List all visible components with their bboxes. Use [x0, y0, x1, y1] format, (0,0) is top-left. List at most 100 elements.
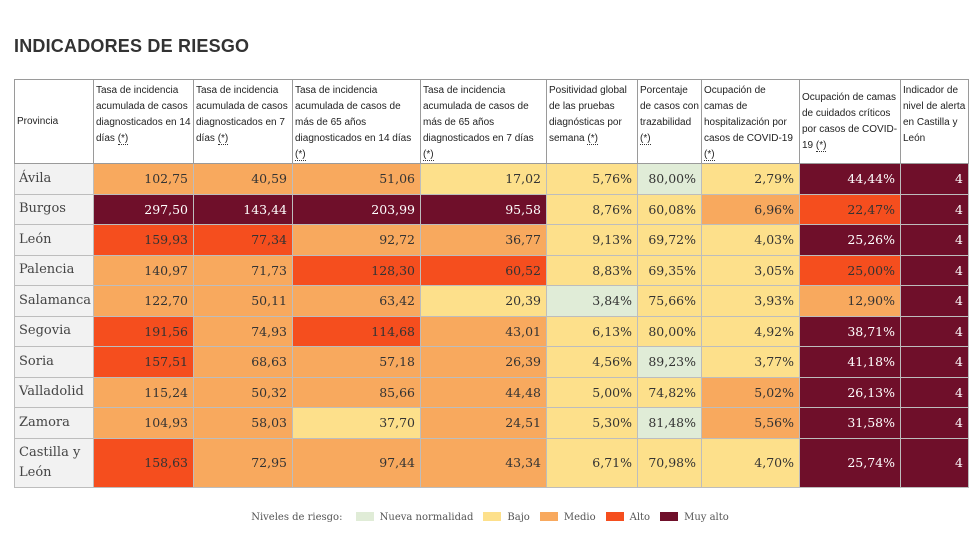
legend-label: Niveles de riesgo:	[251, 512, 343, 523]
table-row: Ávila 102,75 40,59 51,06 17,02 5,76% 80,00% 2,7…	[14, 163, 969, 195]
indicator-cell: 31,58%	[799, 407, 901, 439]
table-row: Soria 157,51 68,63 57,18 26,39 4,56% 89,23% 3,7…	[14, 346, 969, 378]
table-row: Salamanca 122,70 50,11 63,42 20,39 3,84% 75,66…	[14, 285, 969, 317]
indicator-cell: 38,71%	[799, 315, 901, 347]
indicator-cell: 44,48	[420, 376, 547, 408]
risk-indicators-table: Provincia Tasa de incidencia acumulada de…	[14, 79, 969, 488]
footnote-link[interactable]: (*)	[587, 133, 598, 145]
footnote-link[interactable]: (*)	[217, 133, 229, 145]
province-name: Ávila	[14, 163, 94, 195]
indicator-cell: 17,02	[420, 163, 547, 195]
indicator-cell: 6,13%	[546, 315, 638, 347]
indicator-cell: 69,35%	[637, 254, 702, 286]
indicator-cell: 71,73	[193, 254, 293, 286]
column-header-provincia: Provincia	[14, 79, 94, 164]
indicator-cell: 74,93	[193, 315, 293, 347]
indicator-cell: 22,47%	[799, 193, 901, 225]
indicator-cell: 3,93%	[701, 285, 800, 317]
indicator-cell: 4,70%	[701, 437, 800, 488]
indicator-cell: 2,79%	[701, 163, 800, 195]
province-name: Palencia	[14, 254, 94, 286]
column-header: Tasa de incidencia acumulada de casos di…	[193, 79, 293, 164]
indicator-cell: 115,24	[93, 376, 194, 408]
indicator-cell: 41,18%	[799, 346, 901, 378]
indicator-cell: 44,44%	[799, 163, 901, 195]
legend-item-label: Alto	[629, 512, 651, 523]
indicator-cell: 4	[900, 254, 969, 286]
column-header-text: Positividad global de las pruebas diagnó…	[549, 85, 627, 144]
indicator-cell: 9,13%	[546, 224, 638, 256]
column-header: Indicador de nivel de alerta en Castilla…	[900, 79, 969, 164]
indicator-cell: 26,39	[420, 346, 547, 378]
indicator-cell: 3,77%	[701, 346, 800, 378]
province-name: Salamanca	[14, 285, 94, 317]
table-row: León 159,93 77,34 92,72 36,77 9,13% 69,72% 4,03…	[14, 224, 969, 256]
indicator-cell: 5,56%	[701, 407, 800, 439]
legend-item-alto: Alto	[605, 512, 651, 523]
table-row: Zamora 104,93 58,03 37,70 24,51 5,30% 81,48% 5,…	[14, 407, 969, 439]
indicator-cell: 4,56%	[546, 346, 638, 378]
indicator-cell: 8,83%	[546, 254, 638, 286]
footnote-link[interactable]: (*)	[640, 133, 651, 145]
indicator-cell: 6,96%	[701, 193, 800, 225]
footnote-link[interactable]: (*)	[815, 139, 827, 152]
footnote-link[interactable]: (*)	[295, 149, 306, 161]
column-header-text: Tasa de incidencia acumulada de casos di…	[96, 85, 191, 144]
footnote-link[interactable]: (*)	[117, 133, 129, 145]
legend-item-label: Bajo	[507, 512, 530, 523]
column-header: Tasa de incidencia acumulada de casos de…	[292, 79, 421, 164]
indicator-cell: 85,66	[292, 376, 421, 408]
footnote-link[interactable]: (*)	[423, 149, 434, 161]
indicator-cell: 104,93	[93, 407, 194, 439]
indicator-cell: 4	[900, 346, 969, 378]
indicator-cell: 24,51	[420, 407, 547, 439]
risk-legend: Niveles de riesgo: Nueva normalidad Bajo M…	[0, 512, 980, 523]
column-header-text: Tasa de incidencia acumulada de casos de…	[423, 85, 534, 144]
indicator-cell: 5,00%	[546, 376, 638, 408]
column-header-text: Ocupación de camas de cuidados críticos …	[802, 91, 898, 151]
indicator-cell: 158,63	[93, 437, 194, 488]
indicator-cell: 75,66%	[637, 285, 702, 317]
indicator-cell: 97,44	[292, 437, 421, 488]
indicator-cell: 203,99	[292, 193, 421, 225]
column-header-text: Porcentaje de casos con trazabilidad	[640, 85, 699, 128]
indicator-cell: 72,95	[193, 437, 293, 488]
indicator-cell: 92,72	[292, 224, 421, 256]
indicator-cell: 63,42	[292, 285, 421, 317]
indicator-cell: 4	[900, 193, 969, 225]
province-name: Segovia	[14, 315, 94, 347]
indicator-cell: 81,48%	[637, 407, 702, 439]
legend-item-label: Medio	[563, 512, 596, 523]
table-row: Castilla y León 158,63 72,95 97,44 43,34 6,71…	[14, 437, 969, 488]
indicator-cell: 4	[900, 315, 969, 347]
table-row: Segovia 191,56 74,93 114,68 43,01 6,13% 80,00%…	[14, 315, 969, 347]
indicator-cell: 80,00%	[637, 315, 702, 347]
indicator-cell: 6,71%	[546, 437, 638, 488]
province-name: León	[14, 224, 94, 256]
legend-swatch	[539, 512, 558, 521]
indicator-cell: 60,52	[420, 254, 547, 286]
indicator-cell: 50,11	[193, 285, 293, 317]
province-name: Zamora	[14, 407, 94, 439]
indicator-cell: 5,30%	[546, 407, 638, 439]
column-header: Ocupación de camas de cuidados críticos …	[799, 79, 901, 164]
indicator-cell: 4	[900, 407, 969, 439]
column-header: Tasa de incidencia acumulada de casos di…	[93, 79, 194, 164]
legend-swatch	[605, 512, 624, 521]
indicator-cell: 140,97	[93, 254, 194, 286]
legend-swatch	[483, 512, 502, 521]
indicator-cell: 36,77	[420, 224, 547, 256]
indicator-cell: 297,50	[93, 193, 194, 225]
province-name: Burgos	[14, 193, 94, 225]
indicator-cell: 51,06	[292, 163, 421, 195]
indicator-cell: 5,02%	[701, 376, 800, 408]
footnote-link[interactable]: (*)	[704, 149, 715, 161]
indicator-cell: 43,01	[420, 315, 547, 347]
indicator-cell: 4	[900, 285, 969, 317]
indicator-cell: 57,18	[292, 346, 421, 378]
indicator-cell: 159,93	[93, 224, 194, 256]
indicator-cell: 5,76%	[546, 163, 638, 195]
column-header-text: Tasa de incidencia acumulada de casos de…	[295, 85, 412, 144]
column-header-text: Ocupación de camas de hospitalización po…	[704, 85, 793, 144]
indicator-cell: 128,30	[292, 254, 421, 286]
